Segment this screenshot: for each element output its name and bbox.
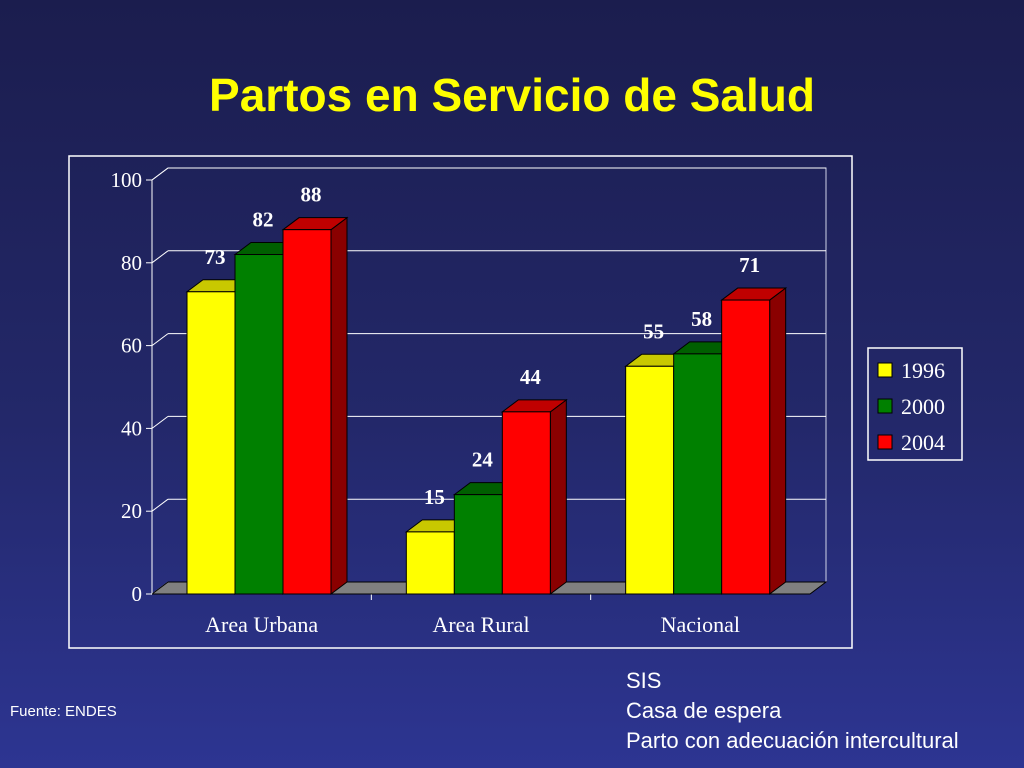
data-label-area-rural-1996: 15 bbox=[424, 485, 445, 509]
y-tick-label: 40 bbox=[121, 416, 142, 440]
bar-area-urbana-1996 bbox=[186, 291, 236, 595]
legend-box bbox=[867, 347, 963, 461]
source-note: Fuente: ENDES bbox=[10, 703, 117, 720]
legend-swatch-2000 bbox=[877, 398, 893, 414]
bar-area-urbana-2004 bbox=[282, 229, 332, 595]
bar-area-urbana-2000 bbox=[234, 254, 284, 595]
data-label-area-rural-2000: 24 bbox=[472, 448, 494, 472]
y-tick-label: 0 bbox=[132, 582, 143, 606]
gridline-depth bbox=[151, 498, 169, 512]
bar-side-nacional-2004 bbox=[769, 287, 787, 595]
data-label-nacional-2000: 58 bbox=[691, 307, 712, 331]
x-tick-label: Area Rural bbox=[432, 612, 529, 637]
data-label-area-rural-2004: 44 bbox=[520, 365, 542, 389]
legend-swatch-2004 bbox=[877, 434, 893, 450]
slide-title: Partos en Servicio de Salud bbox=[209, 69, 815, 121]
note-sis: SIS bbox=[626, 668, 662, 693]
data-label-area-urbana-2004: 88 bbox=[301, 183, 322, 207]
bar-nacional-2000 bbox=[673, 353, 723, 595]
bar-area-rural-2000 bbox=[453, 494, 503, 595]
bar-area-rural-2004 bbox=[501, 411, 551, 595]
bar-nacional-1996 bbox=[625, 365, 675, 595]
bar-side-area-urbana-2004 bbox=[330, 216, 348, 595]
y-tick-label: 100 bbox=[111, 168, 143, 192]
y-tick-label: 20 bbox=[121, 499, 142, 523]
x-tick-label: Area Urbana bbox=[205, 612, 318, 637]
data-label-nacional-2004: 71 bbox=[739, 253, 760, 277]
data-label-area-urbana-1996: 73 bbox=[205, 245, 226, 269]
bar-area-rural-1996 bbox=[405, 531, 455, 595]
legend-label-2000: 2000 bbox=[901, 394, 945, 419]
note-casa-de-espera: Casa de espera bbox=[626, 698, 782, 723]
legend-label-1996: 1996 bbox=[901, 358, 945, 383]
gridline-depth bbox=[151, 415, 169, 429]
note-parto-intercultural: Parto con adecuación intercultural bbox=[626, 728, 959, 753]
notes-list: SIS Casa de espera Parto con adecuación … bbox=[626, 666, 959, 756]
bar-nacional-2004 bbox=[721, 299, 771, 595]
y-tick-label: 60 bbox=[121, 334, 142, 358]
data-label-area-urbana-2000: 82 bbox=[253, 208, 274, 232]
gridline-depth bbox=[151, 250, 169, 264]
y-tick-label: 80 bbox=[121, 251, 142, 275]
chart-frame bbox=[68, 155, 853, 649]
gridline-depth bbox=[151, 167, 169, 181]
bar-side-area-rural-2004 bbox=[549, 398, 567, 595]
gridline-depth bbox=[151, 333, 169, 347]
data-label-nacional-1996: 55 bbox=[643, 319, 664, 343]
legend-swatch-1996 bbox=[877, 362, 893, 378]
legend-label-2004: 2004 bbox=[901, 430, 945, 455]
x-tick-label: Nacional bbox=[661, 612, 740, 637]
